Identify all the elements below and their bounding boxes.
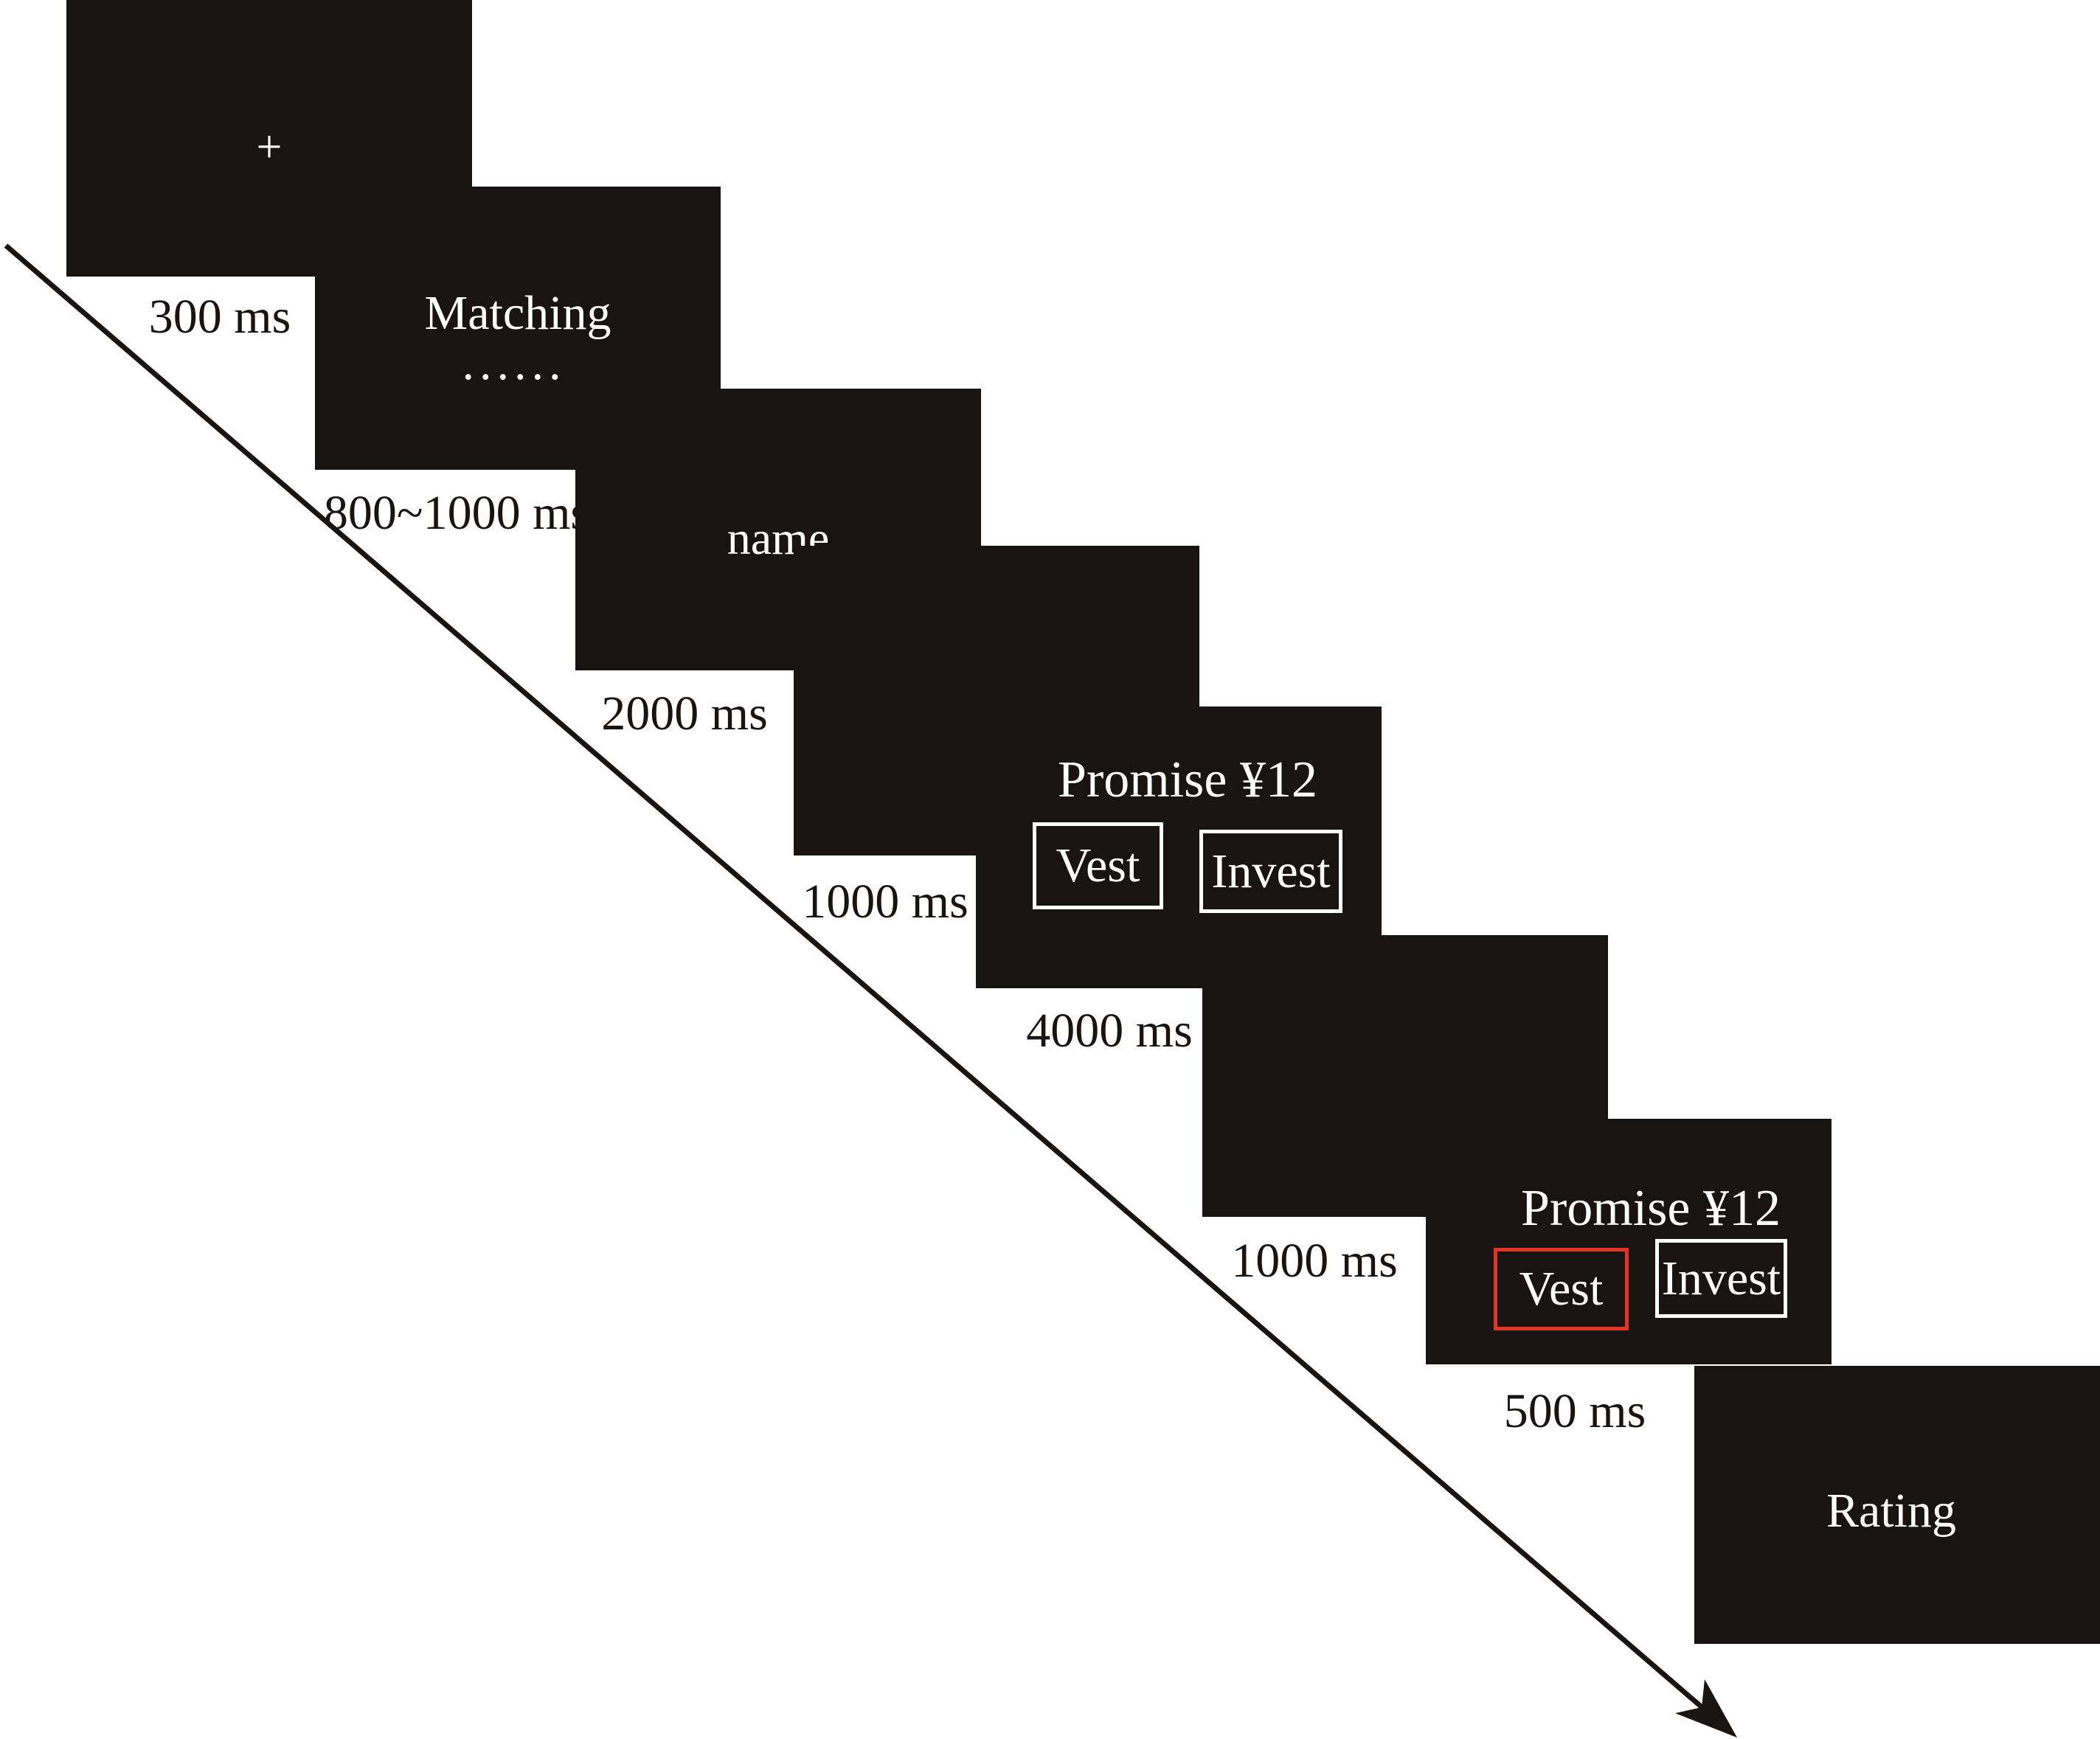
duration-label: 800~1000 ms xyxy=(323,486,590,540)
screen-feedback: Promise ¥12 Vest Invest xyxy=(1426,1119,1832,1364)
vest-option-box-selected: Vest xyxy=(1494,1248,1629,1330)
duration-label: 4000 ms xyxy=(1026,1004,1193,1058)
duration-label: 1000 ms xyxy=(1231,1234,1398,1288)
matching-ellipsis: ...... xyxy=(462,336,566,390)
screen-matching: Matching ...... xyxy=(315,187,721,470)
rating-text: Rating xyxy=(1826,1484,1956,1538)
matching-text: Matching xyxy=(424,286,611,340)
invest-option-label: Invest xyxy=(1661,1251,1781,1305)
vest-option-box: Vest xyxy=(1033,822,1163,909)
screen-rating: Rating xyxy=(1694,1366,2100,1644)
duration-label: 500 ms xyxy=(1503,1384,1646,1438)
duration-label: 300 ms xyxy=(148,290,291,344)
invest-option-label: Invest xyxy=(1211,844,1331,898)
promise-title: Promise ¥12 xyxy=(1521,1180,1781,1237)
invest-option-box: Invest xyxy=(1655,1239,1787,1318)
invest-option-box: Invest xyxy=(1199,830,1342,913)
vest-option-label: Vest xyxy=(1519,1262,1604,1316)
duration-label: 1000 ms xyxy=(802,875,968,928)
promise-title: Promise ¥12 xyxy=(1058,752,1317,808)
duration-label: 2000 ms xyxy=(601,687,768,740)
vest-option-label: Vest xyxy=(1056,839,1140,892)
fixation-cross-icon: + xyxy=(256,122,283,173)
